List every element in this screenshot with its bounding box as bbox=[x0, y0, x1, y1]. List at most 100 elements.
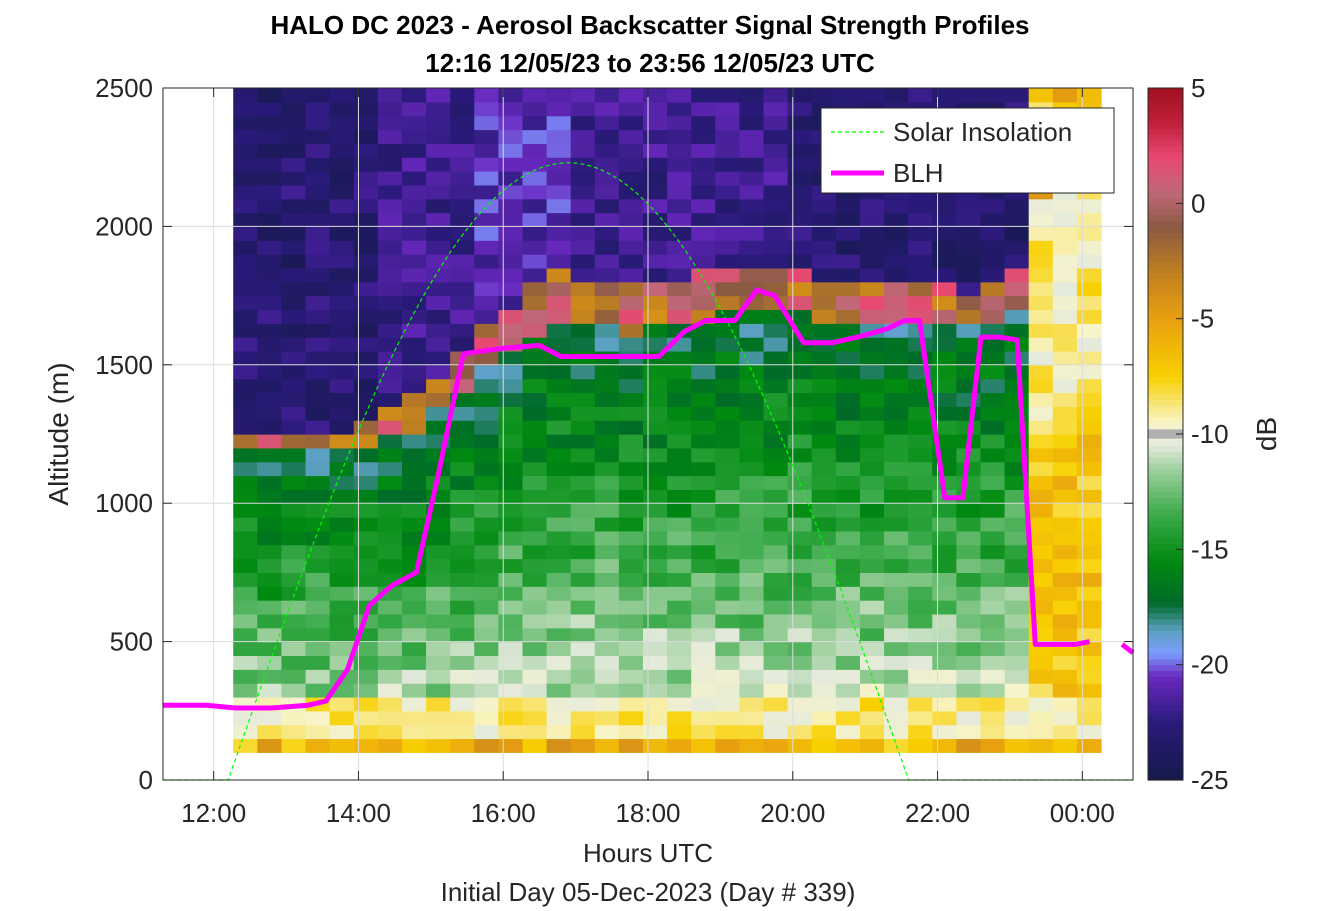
heatmap-cell bbox=[835, 378, 861, 394]
chart-subtitle: 12:16 12/05/23 to 23:56 12/05/23 UTC bbox=[425, 48, 875, 78]
heatmap-cell bbox=[908, 350, 933, 366]
heatmap-cell bbox=[618, 378, 644, 394]
heatmap-cell bbox=[859, 378, 885, 394]
heatmap-cell bbox=[281, 281, 307, 297]
heatmap-cell bbox=[1076, 517, 1102, 532]
colorbar-segment bbox=[1148, 359, 1183, 366]
heatmap-cell bbox=[667, 420, 692, 435]
heatmap-cell bbox=[1076, 323, 1102, 338]
heatmap-cell bbox=[474, 600, 499, 615]
heatmap-cell bbox=[691, 738, 716, 753]
heatmap-cell bbox=[546, 101, 572, 117]
heatmap-cell bbox=[1028, 530, 1054, 546]
heatmap-cell bbox=[257, 337, 283, 352]
colorbar-tick-label: -25 bbox=[1191, 765, 1229, 795]
heatmap-cell bbox=[1004, 267, 1030, 283]
heatmap-cell bbox=[546, 420, 572, 435]
heatmap-cell bbox=[763, 184, 789, 200]
heatmap-cell bbox=[932, 337, 957, 352]
heatmap-cell bbox=[498, 323, 524, 338]
heatmap-cell bbox=[450, 627, 475, 643]
heatmap-cell bbox=[811, 461, 837, 477]
heatmap-cell bbox=[426, 544, 451, 560]
heatmap-cell bbox=[594, 88, 620, 103]
heatmap-cell bbox=[305, 613, 331, 629]
heatmap-cell bbox=[426, 669, 451, 684]
heatmap-cell bbox=[353, 392, 379, 407]
heatmap-cell bbox=[835, 392, 861, 407]
heatmap-cell bbox=[715, 641, 741, 657]
heatmap-cell bbox=[233, 586, 258, 601]
heatmap-cell bbox=[1052, 198, 1078, 214]
heatmap-cell bbox=[257, 600, 283, 615]
heatmap-cell bbox=[233, 461, 258, 477]
heatmap-cell bbox=[835, 420, 861, 435]
heatmap-cell bbox=[305, 530, 331, 546]
heatmap-cell bbox=[570, 184, 596, 200]
heatmap-cell bbox=[498, 157, 524, 172]
heatmap-cell bbox=[859, 226, 885, 241]
heatmap-cell bbox=[522, 600, 548, 615]
heatmap-cell bbox=[811, 420, 837, 435]
heatmap-cell bbox=[835, 254, 861, 269]
heatmap-cell bbox=[835, 613, 861, 629]
heatmap-cell bbox=[739, 627, 765, 643]
heatmap-cell bbox=[257, 378, 283, 394]
heatmap-cell bbox=[570, 600, 596, 615]
heatmap-cell bbox=[257, 669, 283, 684]
heatmap-cell bbox=[980, 434, 1006, 449]
heatmap-cell bbox=[715, 447, 741, 463]
heatmap-cell bbox=[401, 281, 427, 297]
heatmap-cell bbox=[859, 88, 885, 103]
heatmap-cell bbox=[305, 184, 331, 200]
heatmap-cell bbox=[667, 309, 692, 324]
heatmap-cell bbox=[956, 350, 982, 366]
heatmap-cell bbox=[691, 184, 716, 200]
heatmap-cell bbox=[739, 613, 765, 629]
heatmap-cell bbox=[426, 212, 451, 227]
heatmap-cell bbox=[450, 184, 475, 200]
heatmap-cell bbox=[450, 544, 475, 560]
heatmap-cell bbox=[1052, 447, 1078, 463]
heatmap-cell bbox=[643, 295, 668, 311]
colorbar-segment bbox=[1148, 537, 1183, 545]
heatmap-cell bbox=[787, 613, 813, 629]
heatmap-cell bbox=[594, 572, 620, 587]
heatmap-cell bbox=[450, 88, 475, 103]
heatmap-cell bbox=[305, 240, 331, 255]
heatmap-cell bbox=[474, 281, 499, 297]
heatmap-cell bbox=[257, 530, 283, 546]
heatmap-cell bbox=[426, 517, 451, 532]
heatmap-cell bbox=[377, 143, 403, 158]
heatmap-cell bbox=[546, 392, 572, 407]
heatmap-cells bbox=[233, 88, 1102, 753]
heatmap-cell bbox=[932, 724, 957, 740]
heatmap-cell bbox=[884, 503, 909, 518]
heatmap-cell bbox=[281, 198, 307, 214]
heatmap-cell bbox=[835, 281, 861, 297]
heatmap-cell bbox=[570, 669, 596, 684]
heatmap-cell bbox=[522, 184, 548, 200]
heatmap-cell bbox=[618, 572, 644, 587]
heatmap-cell bbox=[498, 212, 524, 227]
heatmap-cell bbox=[546, 226, 572, 241]
heatmap-cell bbox=[811, 309, 837, 324]
heatmap-cell bbox=[426, 392, 451, 407]
heatmap-cell bbox=[980, 240, 1006, 255]
heatmap-cell bbox=[763, 101, 789, 117]
heatmap-cell bbox=[522, 101, 548, 117]
heatmap-cell bbox=[667, 392, 692, 407]
heatmap-cell bbox=[1052, 738, 1078, 753]
heatmap-cell bbox=[353, 655, 379, 670]
heatmap-cell bbox=[233, 281, 258, 297]
heatmap-cell bbox=[498, 295, 524, 311]
heatmap-cell bbox=[546, 655, 572, 670]
heatmap-cell bbox=[859, 489, 885, 504]
heatmap-cell bbox=[1052, 489, 1078, 504]
colorbar-segment bbox=[1148, 284, 1183, 291]
heatmap-cell bbox=[546, 337, 572, 352]
heatmap-cell bbox=[1028, 212, 1054, 227]
heatmap-cell bbox=[956, 406, 982, 421]
